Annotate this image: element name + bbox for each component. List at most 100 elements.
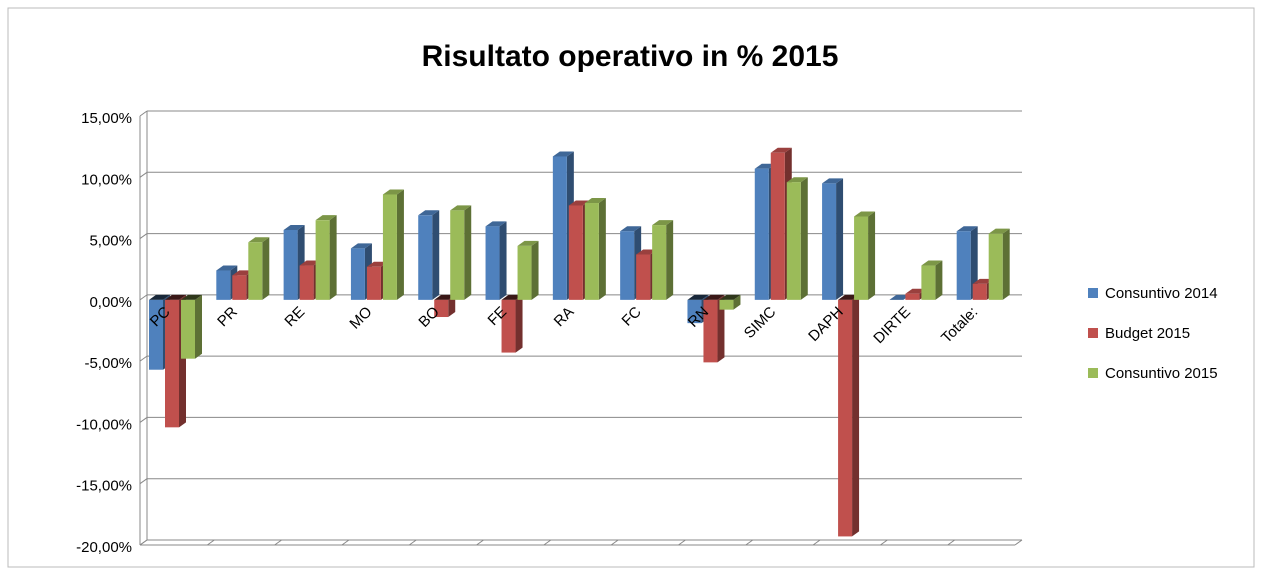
x-tick <box>745 539 754 546</box>
x-tick <box>207 539 215 546</box>
x-tick <box>274 539 282 546</box>
y-tick-label: 5,00% <box>89 233 132 250</box>
y-tick-label: -15,00% <box>76 478 132 495</box>
bar-side <box>717 294 725 363</box>
bar-side <box>1002 228 1010 300</box>
bar-side <box>666 220 674 300</box>
bar-top <box>283 224 305 230</box>
bar-top <box>232 270 254 276</box>
bar-top <box>350 243 372 249</box>
bar <box>315 220 330 300</box>
x-tick <box>341 539 350 546</box>
x-tick <box>543 539 552 546</box>
bar <box>283 229 298 300</box>
bar <box>652 225 667 300</box>
legend-label: Budget 2015 <box>1105 325 1190 342</box>
bar <box>299 265 314 300</box>
bar <box>687 299 702 324</box>
bar-top <box>181 294 202 300</box>
bar-side <box>868 211 876 300</box>
bar <box>921 265 936 300</box>
bar <box>485 226 500 300</box>
bar-top <box>905 288 927 294</box>
bar-top <box>972 278 994 284</box>
bar-top <box>485 221 507 227</box>
bar-top <box>366 261 388 267</box>
bar <box>770 152 785 300</box>
x-tick <box>610 539 619 546</box>
bar-top <box>719 294 741 300</box>
y-tick-label: -5,00% <box>84 355 132 372</box>
legend-swatch <box>1088 368 1098 378</box>
bar-side <box>262 237 270 300</box>
grid-depth <box>139 171 148 178</box>
bar <box>754 168 769 300</box>
bar <box>822 183 837 300</box>
grid-depth <box>139 110 148 117</box>
bar-top <box>248 237 270 243</box>
bar-side <box>448 294 456 318</box>
bar-side <box>852 294 860 537</box>
grid-depth <box>139 233 148 239</box>
bar-top <box>418 210 440 216</box>
x-tick <box>678 539 686 546</box>
bar-top <box>517 240 539 246</box>
bar <box>854 216 869 300</box>
bar <box>248 242 263 300</box>
bar <box>584 203 599 300</box>
bar-side <box>396 189 404 300</box>
bar-side <box>970 226 978 300</box>
bar <box>501 299 516 353</box>
bar-side <box>800 177 808 300</box>
x-tick <box>476 539 484 546</box>
x-tick <box>408 539 417 546</box>
bar <box>450 210 465 300</box>
x-tick <box>1014 539 1023 546</box>
bar-side <box>733 294 741 310</box>
y-tick-label: 15,00% <box>81 110 132 127</box>
bar <box>181 299 195 359</box>
bar-side <box>598 198 606 300</box>
x-tick <box>880 539 888 546</box>
y-tick-label: 10,00% <box>81 171 132 188</box>
bar-top <box>754 163 776 169</box>
bar-top <box>786 177 808 183</box>
bar <box>434 299 449 318</box>
bar <box>905 293 920 300</box>
grid-depth <box>139 478 148 485</box>
bar <box>838 299 853 537</box>
bar <box>366 266 381 300</box>
bar-top <box>988 228 1010 234</box>
grid-depth <box>139 294 148 301</box>
bar <box>988 233 1003 300</box>
bar-side <box>935 260 943 300</box>
y-tick-label: 0,00% <box>89 294 132 311</box>
bar <box>216 270 231 300</box>
y-tick-label: -20,00% <box>76 539 132 556</box>
bar-top <box>703 294 725 300</box>
legend-label: Consuntivo 2014 <box>1105 285 1218 302</box>
bar-top <box>822 178 844 184</box>
bar-top <box>921 260 943 266</box>
bar <box>517 245 532 300</box>
bar-top <box>652 220 674 226</box>
bar-side <box>432 210 440 300</box>
grid-depth <box>139 355 148 362</box>
bar-top <box>382 189 404 195</box>
x-tick <box>139 539 148 546</box>
bar-top <box>434 294 456 300</box>
bar-side <box>531 240 539 300</box>
bar <box>956 231 971 300</box>
bar-top <box>687 294 709 300</box>
bar-top <box>636 249 658 255</box>
bar <box>232 275 247 300</box>
bar-side <box>464 205 472 300</box>
bar <box>568 205 583 300</box>
bar-top <box>584 198 606 204</box>
bar-top <box>299 260 321 266</box>
y-tick-label: -10,00% <box>76 416 132 433</box>
bar-side <box>195 294 202 359</box>
legend-swatch <box>1088 328 1098 338</box>
legend-label: Consuntivo 2015 <box>1105 365 1218 382</box>
